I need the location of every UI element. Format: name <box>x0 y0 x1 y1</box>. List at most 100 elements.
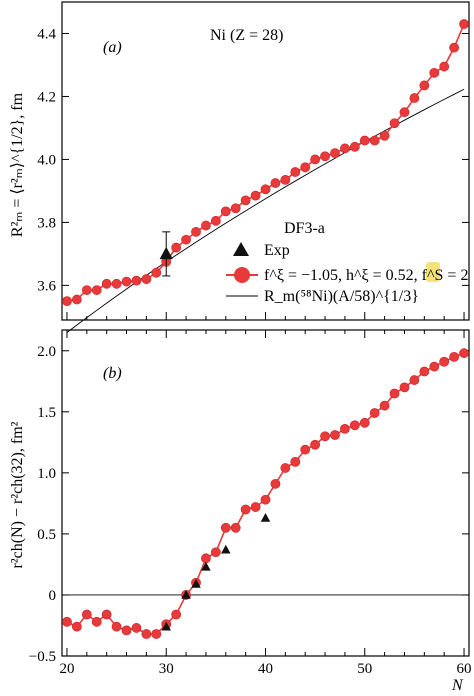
exp-point <box>260 513 271 522</box>
series-point <box>320 151 330 162</box>
panel-b: −0.5 0 0.5 1.0 1.5 2.0 20 30 40 50 60 (b) r²ch(N)… <box>9 329 472 694</box>
y-tick-label: −0.5 <box>29 649 56 665</box>
series-point <box>369 135 380 146</box>
series-point <box>101 609 112 620</box>
x-axis-label: N <box>451 677 464 694</box>
series-point <box>101 278 112 289</box>
series-point <box>111 278 122 289</box>
panel-b-y-ticks: −0.5 0 0.5 1.0 1.5 2.0 <box>29 344 469 665</box>
series-point <box>369 408 380 418</box>
series-point <box>300 162 311 173</box>
y-tick-label: 1.5 <box>37 405 56 421</box>
panel-b-frame <box>61 329 470 657</box>
series-point <box>121 276 132 287</box>
series-point <box>121 625 132 636</box>
series-point <box>270 478 281 489</box>
panel-a-y-ticks: 3.6 3.8 4.0 4.2 4.4 <box>37 26 469 320</box>
series-point <box>210 215 221 226</box>
exp-point <box>201 561 211 571</box>
series-point <box>290 167 301 177</box>
series-point <box>191 226 201 237</box>
series-point <box>320 431 330 442</box>
series-point <box>330 148 340 159</box>
series-point <box>230 522 241 533</box>
panel-b-x-ticks: 20 30 40 50 60 <box>59 330 472 677</box>
panel-a-exp-points <box>159 231 173 277</box>
series-point <box>91 616 102 627</box>
series-point <box>290 456 301 467</box>
series-line <box>66 352 465 635</box>
series-point <box>210 547 221 558</box>
y-tick-label: 3.8 <box>37 215 56 231</box>
panel-b-letter: (b) <box>103 365 122 382</box>
panel-a: 3.6 3.8 4.0 4.2 4.4 (a) Ni (Z = 28) DF3-a Ex… <box>9 1 470 333</box>
y-tick-label: 4.4 <box>37 26 56 42</box>
series-point <box>71 294 82 305</box>
panel-a-letter: (a) <box>103 39 122 56</box>
series-point <box>330 430 340 440</box>
series-point <box>240 504 251 515</box>
series-point <box>310 154 321 165</box>
series-point <box>439 356 450 367</box>
legend-series-marker <box>234 267 250 283</box>
series-point <box>379 130 390 141</box>
series-point <box>230 203 241 214</box>
series-point <box>300 444 311 455</box>
y-tick-label: 1.0 <box>37 466 56 482</box>
series-point <box>429 67 440 78</box>
series-point <box>260 494 271 505</box>
panel-a-annotation: Ni (Z = 28) <box>210 27 283 44</box>
exp-point <box>159 246 173 260</box>
legend-series-label: f^ξ = −1.05, h^ξ = 0.52, f^S = 2 <box>264 267 468 284</box>
series-point <box>449 351 460 362</box>
series-point <box>62 616 72 627</box>
series-point <box>419 80 430 91</box>
legend-title: DF3-a <box>284 220 325 237</box>
y-tick-label: 3.6 <box>37 278 56 294</box>
panel-b-exp-points <box>161 513 271 631</box>
series-point <box>359 417 370 428</box>
panel-b-series <box>62 348 469 639</box>
series-point <box>201 220 211 231</box>
x-tick-label: 60 <box>457 661 472 677</box>
legend-exp-label: Exp <box>264 242 290 259</box>
panel-a-series <box>62 19 469 307</box>
series-point <box>171 609 182 620</box>
series-point <box>379 400 390 411</box>
x-tick-label: 20 <box>59 661 74 677</box>
series-point <box>449 42 460 53</box>
series-point <box>439 61 450 72</box>
series-point <box>141 274 152 284</box>
legend: Exp f^ξ = −1.05, h^ξ = 0.52, f^S = 2 R_m… <box>226 242 468 305</box>
series-point <box>340 143 350 154</box>
series-point <box>399 107 410 118</box>
series-point <box>429 361 440 372</box>
series-point <box>409 375 420 385</box>
series-point <box>81 609 92 620</box>
legend-exp-marker <box>233 242 249 256</box>
x-tick-label: 40 <box>258 661 273 677</box>
panel-a-y-axis-label: R²ₘ = ⟨r²ₘ⟩^{1/2}, fm <box>9 92 26 237</box>
legend-highlight <box>426 262 440 282</box>
series-point <box>81 285 92 295</box>
panel-b-y-axis-label: r²ch(N) − r²ch(32), fm² <box>9 421 26 568</box>
y-tick-label: 0 <box>49 588 57 604</box>
series-point <box>270 178 281 188</box>
x-tick-label: 50 <box>357 661 372 677</box>
series-point <box>131 623 142 633</box>
y-tick-label: 0.5 <box>37 527 56 543</box>
y-tick-label: 4.2 <box>37 89 56 105</box>
series-point <box>280 174 291 185</box>
exp-point <box>221 544 231 554</box>
series-point <box>171 242 182 253</box>
series-point <box>151 267 162 278</box>
series-point <box>260 184 271 195</box>
series-point <box>250 190 261 201</box>
legend-ref-label: R_m(⁵⁸Ni)(A/58)^{1/3} <box>264 288 419 305</box>
series-point <box>71 621 82 632</box>
series-point <box>340 423 350 434</box>
series-point <box>240 195 251 206</box>
series-point <box>141 629 152 639</box>
series-point <box>349 420 360 431</box>
